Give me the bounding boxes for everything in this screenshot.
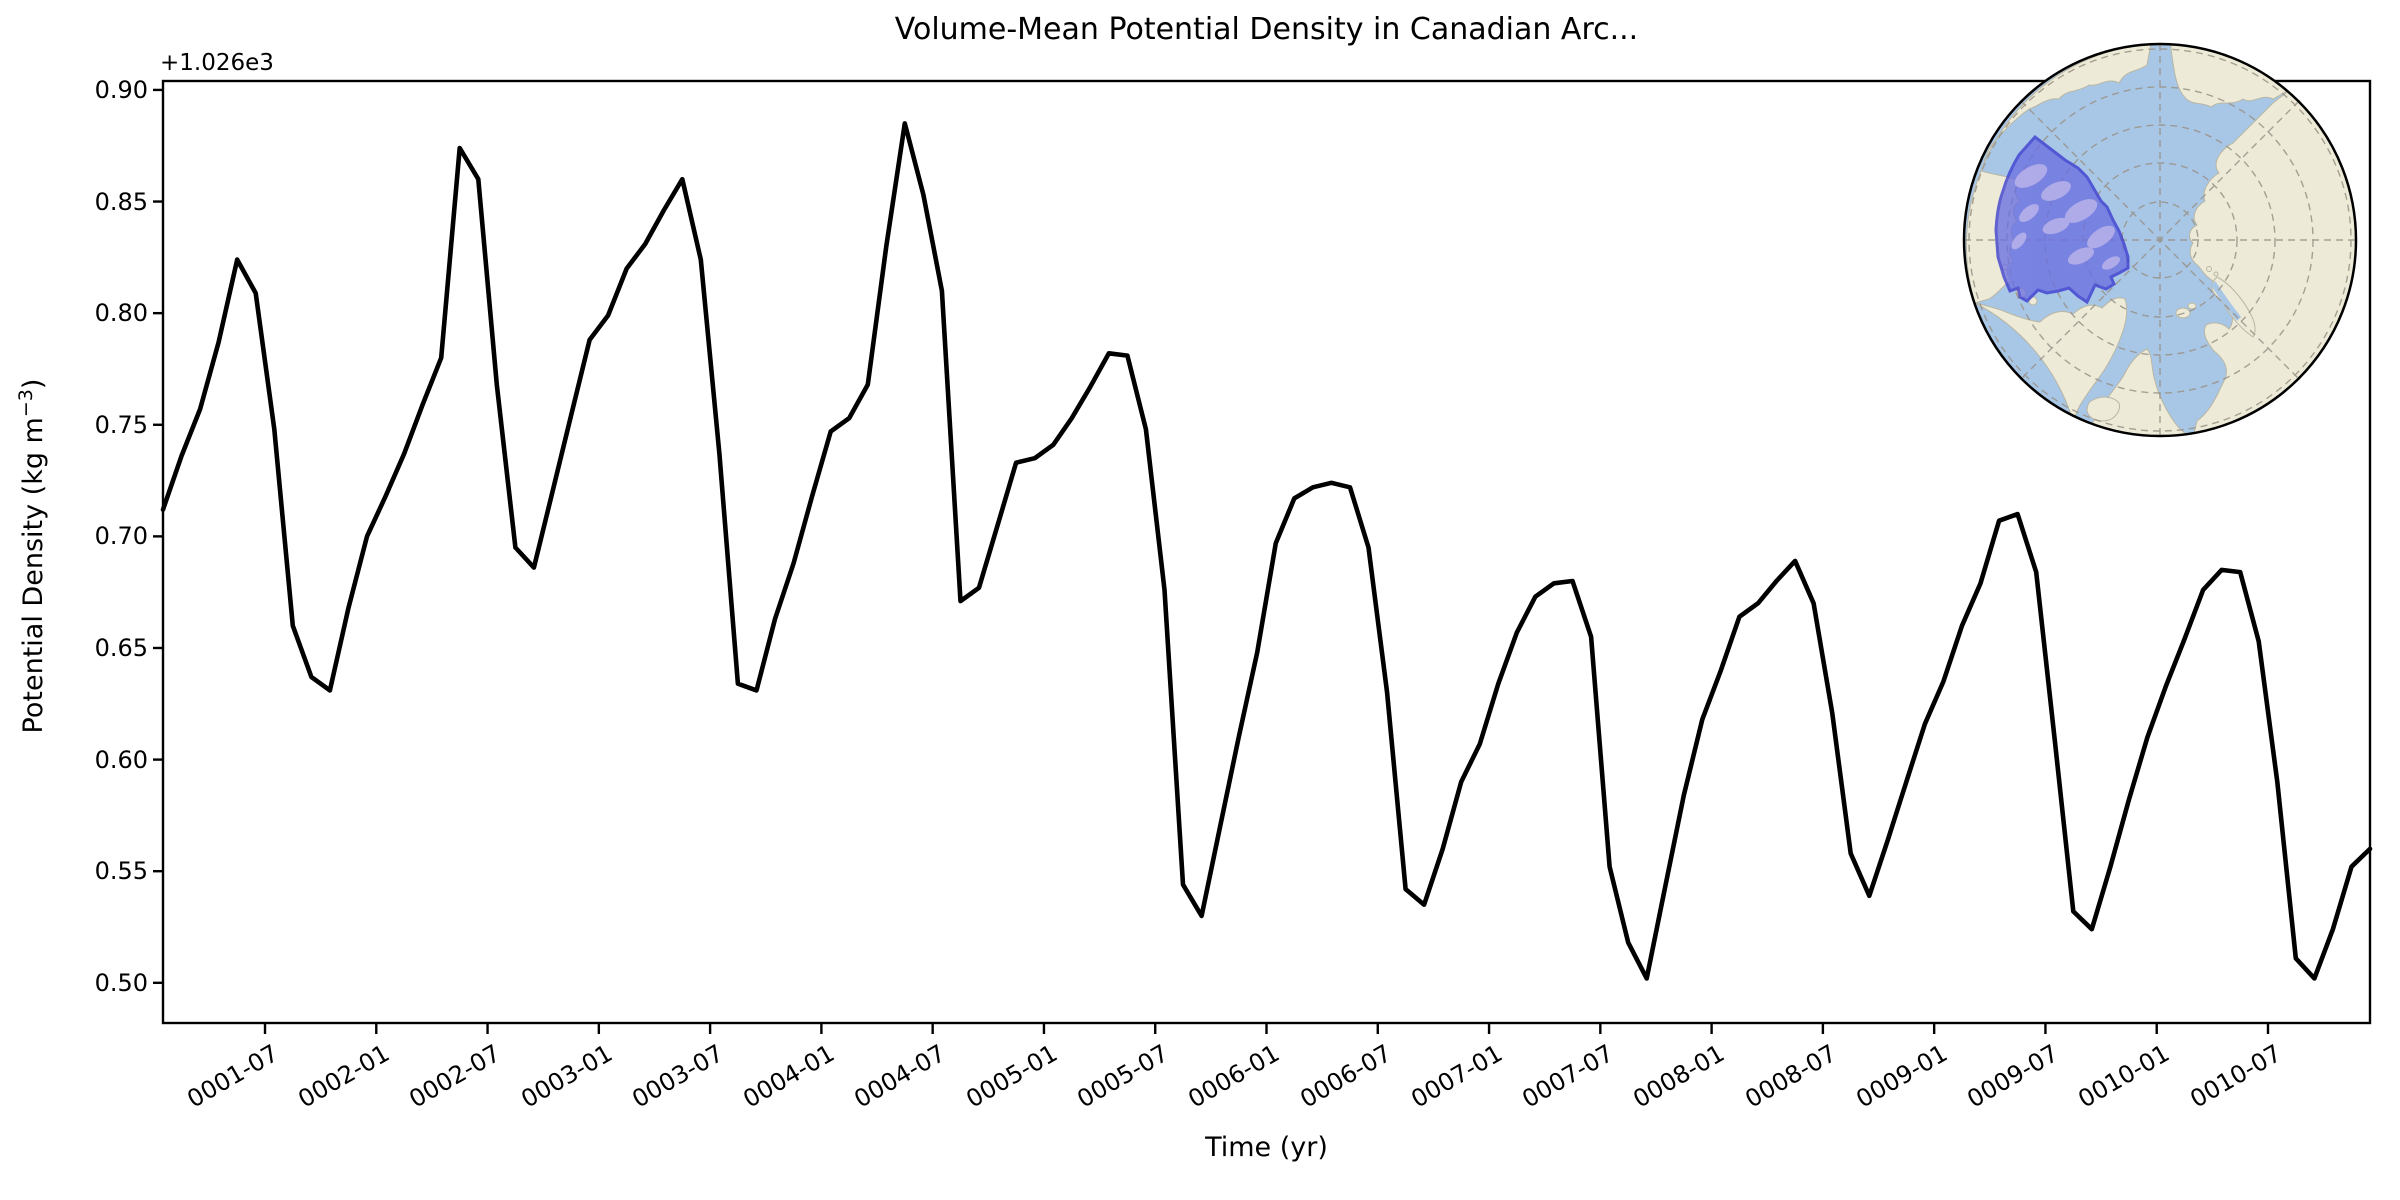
y-tick-label: 0.85 [94, 187, 148, 216]
chart-title: Volume-Mean Potential Density in Canadia… [894, 12, 1639, 47]
y-tick-label: 0.65 [94, 633, 148, 662]
study-region-group [1994, 134, 2130, 305]
y-axis-offset-text: +1.026e3 [160, 50, 274, 76]
land-alaska [2170, 44, 2292, 108]
land-iceland [2086, 396, 2120, 422]
y-tick-label: 0.90 [94, 75, 148, 104]
inset-graticule [1964, 44, 2356, 436]
inset-map-rim [1962, 42, 2358, 438]
study-region-islands [2011, 164, 2121, 270]
land-chukotka [1980, 44, 2152, 172]
density-timeseries-line [160, 121, 2373, 981]
y-tick-label: 0.75 [94, 410, 148, 439]
inset-landmasses [1965, 44, 2356, 436]
y-tick-label: 0.80 [94, 299, 148, 328]
x-axis-label: Time (yr) [1205, 1132, 1328, 1163]
y-tick-label: 0.60 [94, 745, 148, 774]
land-franz-josef-2 [2213, 271, 2219, 277]
y-tick-label: 0.70 [94, 522, 148, 551]
land-svalbard-2 [2187, 302, 2197, 310]
land-franz-josef [2206, 266, 2212, 272]
y-tick-label: 0.55 [94, 857, 148, 886]
y-tick-label: 0.50 [94, 968, 148, 997]
inset-map [1962, 42, 2358, 438]
